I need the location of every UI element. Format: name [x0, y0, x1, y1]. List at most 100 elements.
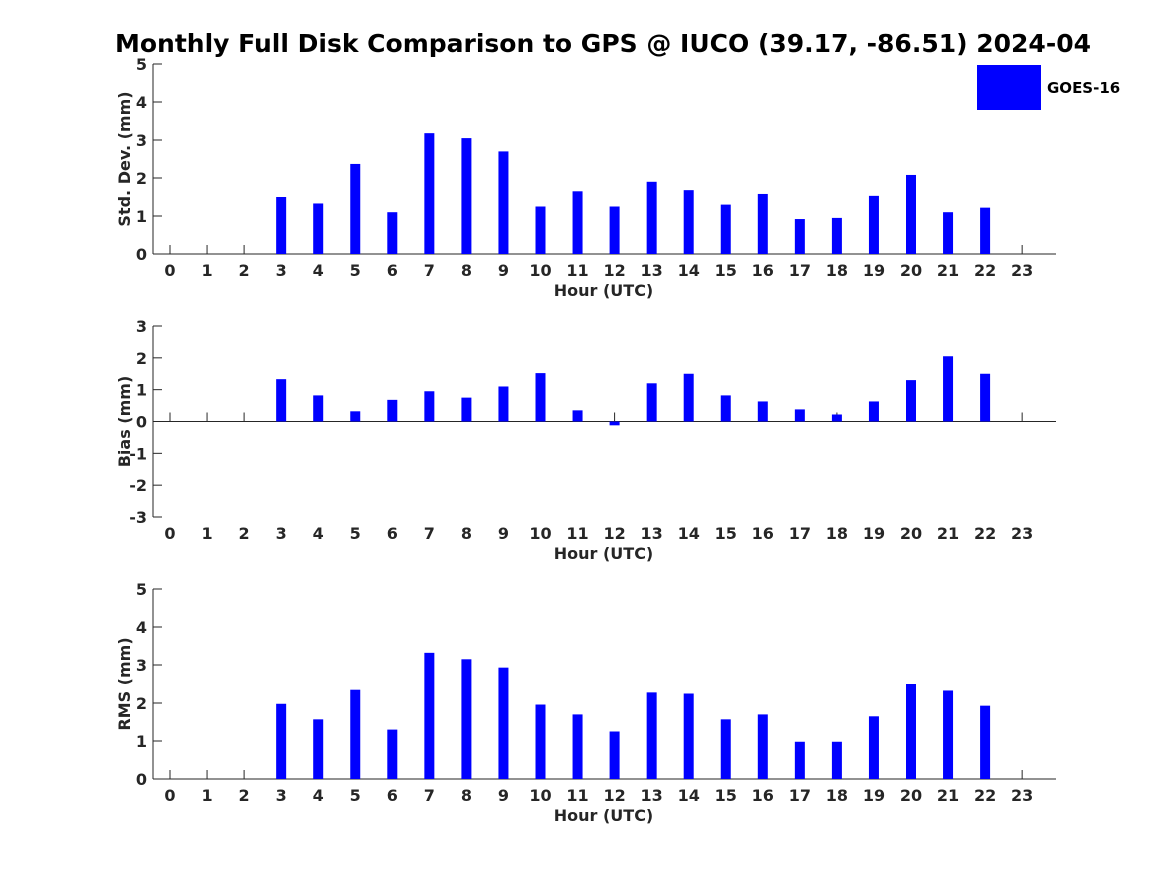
- rms-x-tick-label: 6: [387, 786, 398, 805]
- bias-bar-hour-15: [720, 395, 731, 422]
- std-bar-hour-3: [276, 197, 287, 254]
- bias-y-tick-label: -2: [129, 476, 147, 495]
- rms-bar-hour-5: [350, 689, 361, 779]
- rms-bar-hour-8: [461, 659, 472, 779]
- std-bar-hour-15: [720, 204, 731, 254]
- std-x-tick-label: 5: [350, 261, 361, 280]
- rms-x-tick-label: 16: [752, 786, 774, 805]
- rms-x-tick-label: 1: [201, 786, 212, 805]
- bias-x-tick-label: 7: [424, 524, 435, 543]
- bias-bar-hour-9: [498, 386, 509, 422]
- rms-bar-hour-17: [794, 741, 805, 779]
- rms-bar-hour-12: [609, 731, 620, 779]
- rms-x-tick-label: 13: [641, 786, 663, 805]
- bias-y-axis-label: Bias (mm): [115, 376, 134, 468]
- rms-y-tick-label: 1: [136, 732, 147, 751]
- bias-y-tick-label: -3: [129, 508, 147, 527]
- rms-x-tick-label: 17: [789, 786, 811, 805]
- rms-bar-hour-9: [498, 667, 509, 779]
- rms-y-tick-label: 3: [136, 656, 147, 675]
- std-bar-hour-4: [313, 203, 324, 254]
- bias-x-tick-label: 9: [498, 524, 509, 543]
- std-y-tick-label: 1: [136, 207, 147, 226]
- rms-x-tick-label: 0: [164, 786, 175, 805]
- std-x-tick-label: 20: [900, 261, 922, 280]
- bias-x-tick-label: 18: [826, 524, 848, 543]
- std-bar-hour-8: [461, 138, 472, 254]
- bias-x-tick-label: 4: [313, 524, 324, 543]
- rms-y-axis-label: RMS (mm): [115, 637, 134, 730]
- bias-x-tick-label: 2: [239, 524, 250, 543]
- rms-y-tick-label: 4: [136, 618, 147, 637]
- rms-bar-hour-21: [943, 690, 954, 779]
- bias-bar-hour-17: [794, 409, 805, 422]
- bias-x-tick-label: 16: [752, 524, 774, 543]
- bias-bar-hour-13: [646, 383, 657, 422]
- std-x-axis-label: Hour (UTC): [554, 281, 654, 300]
- std-bar-hour-11: [572, 191, 583, 254]
- bias-bar-hour-18: [831, 414, 842, 422]
- rms-bar-hour-16: [757, 714, 768, 779]
- legend-swatch: [977, 65, 1041, 110]
- std-y-tick-label: 3: [136, 131, 147, 150]
- std-y-tick-label: 2: [136, 169, 147, 188]
- std-x-tick-label: 21: [937, 261, 959, 280]
- rms-x-tick-label: 21: [937, 786, 959, 805]
- bias-bar-hour-16: [757, 401, 768, 422]
- bias-x-tick-label: 6: [387, 524, 398, 543]
- bias-bar-hour-14: [683, 373, 694, 422]
- std-x-tick-label: 8: [461, 261, 472, 280]
- std-x-tick-label: 1: [201, 261, 212, 280]
- rms-bar-hour-10: [535, 704, 546, 779]
- std-x-tick-label: 11: [566, 261, 588, 280]
- bias-bar-hour-12: [609, 421, 620, 426]
- bias-x-tick-label: 12: [603, 524, 625, 543]
- std-y-tick-label: 4: [136, 93, 147, 112]
- rms-x-tick-label: 5: [350, 786, 361, 805]
- std-bar-hour-13: [646, 181, 657, 254]
- bias-x-tick-label: 5: [350, 524, 361, 543]
- rms-y-tick-label: 0: [136, 770, 147, 789]
- rms-x-tick-label: 3: [276, 786, 287, 805]
- rms-x-tick-label: 11: [566, 786, 588, 805]
- std-bar-hour-7: [424, 133, 435, 254]
- std-x-tick-label: 18: [826, 261, 848, 280]
- rms-x-tick-label: 18: [826, 786, 848, 805]
- rms-bar-hour-20: [906, 684, 916, 779]
- rms-x-tick-label: 20: [900, 786, 922, 805]
- rms-bar-hour-7: [424, 652, 435, 779]
- bias-bar-hour-5: [350, 411, 361, 422]
- std-x-tick-label: 7: [424, 261, 435, 280]
- std-bar-hour-17: [794, 219, 805, 254]
- rms-bar-hour-3: [276, 703, 287, 779]
- std-x-tick-label: 13: [641, 261, 663, 280]
- std-x-tick-label: 23: [1011, 261, 1033, 280]
- rms-x-tick-label: 12: [603, 786, 625, 805]
- rms-y-tick-label: 5: [136, 580, 147, 599]
- bias-y-tick-label: 0: [136, 413, 147, 432]
- rms-x-tick-label: 15: [715, 786, 737, 805]
- std-x-tick-label: 3: [276, 261, 287, 280]
- bias-x-tick-label: 22: [974, 524, 996, 543]
- std-x-tick-label: 9: [498, 261, 509, 280]
- rms-x-tick-label: 23: [1011, 786, 1033, 805]
- std-bar-hour-22: [980, 207, 991, 254]
- bias-x-axis-label: Hour (UTC): [554, 544, 654, 563]
- bias-y-tick-label: 2: [136, 349, 147, 368]
- rms-x-tick-label: 10: [529, 786, 551, 805]
- std-y-tick-label: 0: [136, 245, 147, 264]
- bias-x-tick-label: 3: [276, 524, 287, 543]
- std-x-tick-label: 22: [974, 261, 996, 280]
- std-x-tick-label: 17: [789, 261, 811, 280]
- bias-bar-hour-4: [313, 395, 324, 422]
- bias-x-tick-label: 17: [789, 524, 811, 543]
- std-x-tick-label: 4: [313, 261, 324, 280]
- std-x-tick-label: 15: [715, 261, 737, 280]
- rms-x-axis-label: Hour (UTC): [554, 806, 654, 825]
- std-x-tick-label: 2: [239, 261, 250, 280]
- rms-bar-hour-19: [868, 716, 879, 779]
- std-x-tick-label: 10: [529, 261, 551, 280]
- std-x-tick-label: 12: [603, 261, 625, 280]
- chart-title: Monthly Full Disk Comparison to GPS @ IU…: [115, 29, 1091, 58]
